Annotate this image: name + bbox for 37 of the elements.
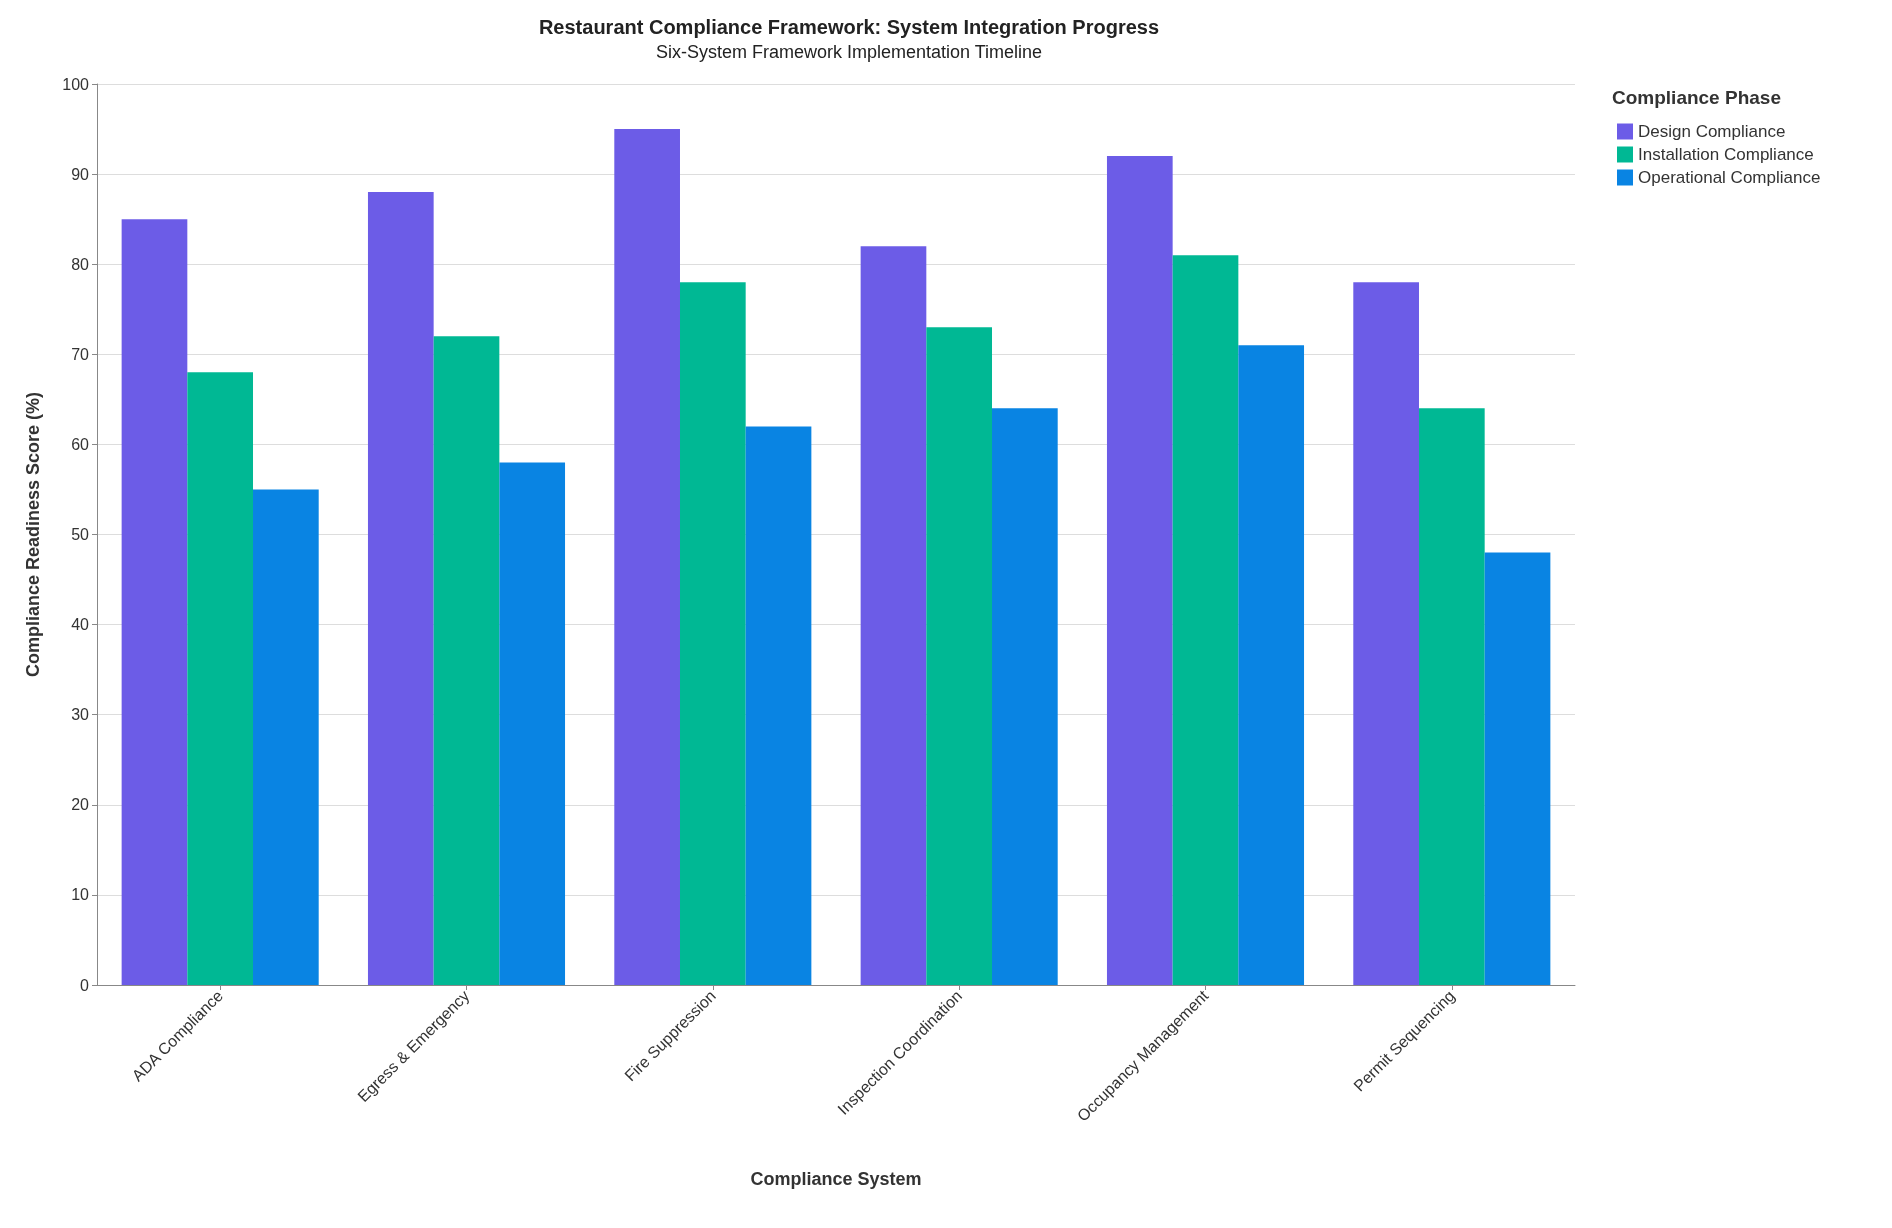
legend-label: Installation Compliance <box>1638 145 1814 164</box>
bar <box>860 246 927 985</box>
bar <box>1418 408 1485 985</box>
y-tick-label: 30 <box>71 706 90 724</box>
bar <box>1238 345 1305 985</box>
bar <box>679 282 746 985</box>
y-axis-title: Compliance Readiness Score (%) <box>23 391 43 678</box>
y-tick-label: 50 <box>71 526 90 543</box>
y-tick-label: 80 <box>71 255 90 273</box>
legend-label: Design Compliance <box>1638 122 1786 141</box>
chart-subtitle: Six-System Framework Implementation Timeline <box>655 42 1043 62</box>
bar <box>614 129 680 985</box>
legend-title: Compliance Phase <box>1612 87 1781 108</box>
bar <box>367 192 434 985</box>
chart-title: Restaurant Compliance Framework: System Integration Progress <box>538 16 1160 38</box>
bar <box>992 408 1058 985</box>
y-tick-label: 0 <box>80 976 90 994</box>
y-tick-label: 20 <box>71 796 90 814</box>
bar <box>745 426 812 985</box>
bar <box>1353 282 1419 985</box>
y-tick-label: 90 <box>71 165 90 183</box>
bar <box>926 327 993 985</box>
bar <box>1484 552 1551 985</box>
bar <box>187 372 254 985</box>
legend-label: Operational Compliance <box>1638 168 1821 187</box>
y-tick-label: 70 <box>71 345 90 363</box>
bar <box>433 336 500 985</box>
bar <box>1106 156 1173 985</box>
bar <box>1172 255 1239 985</box>
y-tick-label: 10 <box>71 886 90 904</box>
bar <box>499 462 566 985</box>
y-tick-label: 60 <box>71 435 90 453</box>
x-axis-title: Compliance System <box>750 1169 922 1189</box>
y-tick-label: 40 <box>71 616 90 634</box>
y-tick-label: 100 <box>62 75 90 93</box>
bar <box>253 489 319 985</box>
bar <box>121 219 188 985</box>
